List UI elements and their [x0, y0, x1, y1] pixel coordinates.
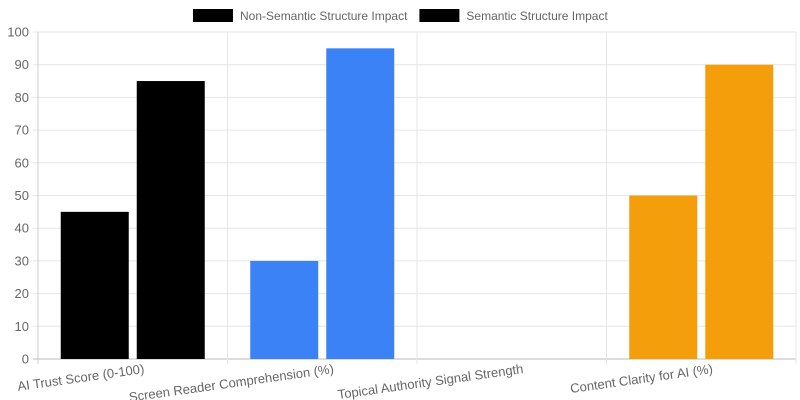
- legend-label[interactable]: Non-Semantic Structure Impact: [240, 9, 408, 23]
- bar[interactable]: [60, 211, 129, 359]
- y-tick-label: 80: [15, 90, 29, 105]
- y-tick-label: 0: [22, 352, 29, 367]
- y-tick-label: 30: [15, 253, 29, 268]
- y-tick-label: 20: [15, 286, 29, 301]
- chart-legend: Non-Semantic Structure Impact Semantic St…: [193, 9, 608, 23]
- legend-label[interactable]: Semantic Structure Impact: [466, 9, 608, 23]
- y-tick-label: 100: [7, 25, 29, 40]
- y-tick-label: 40: [15, 221, 29, 236]
- y-tick-label: 10: [15, 319, 29, 334]
- bars: [60, 48, 774, 360]
- x-tick-label: Content Clarity for AI (%): [569, 361, 713, 396]
- x-axis: AI Trust Score (0-100)Screen Reader Comp…: [16, 361, 713, 400]
- bar[interactable]: [326, 48, 395, 359]
- x-tick-label: Topical Authority Signal Strength: [337, 361, 524, 400]
- bar[interactable]: [136, 81, 205, 360]
- x-tick-label: Screen Reader Comprehension (%): [128, 361, 335, 400]
- y-tick-label: 60: [15, 155, 29, 170]
- x-tick-label: AI Trust Score (0-100): [16, 361, 145, 394]
- bar[interactable]: [250, 260, 319, 359]
- y-tick-label: 70: [15, 123, 29, 138]
- legend-swatch: [419, 9, 460, 22]
- bar[interactable]: [705, 64, 774, 359]
- y-axis: 0 10 20 30 40 50 60 70 80 90 100: [7, 25, 29, 367]
- y-tick-label: 50: [15, 188, 29, 203]
- legend-swatch: [193, 9, 233, 22]
- y-tick-label: 90: [15, 57, 29, 72]
- bar[interactable]: [629, 195, 698, 360]
